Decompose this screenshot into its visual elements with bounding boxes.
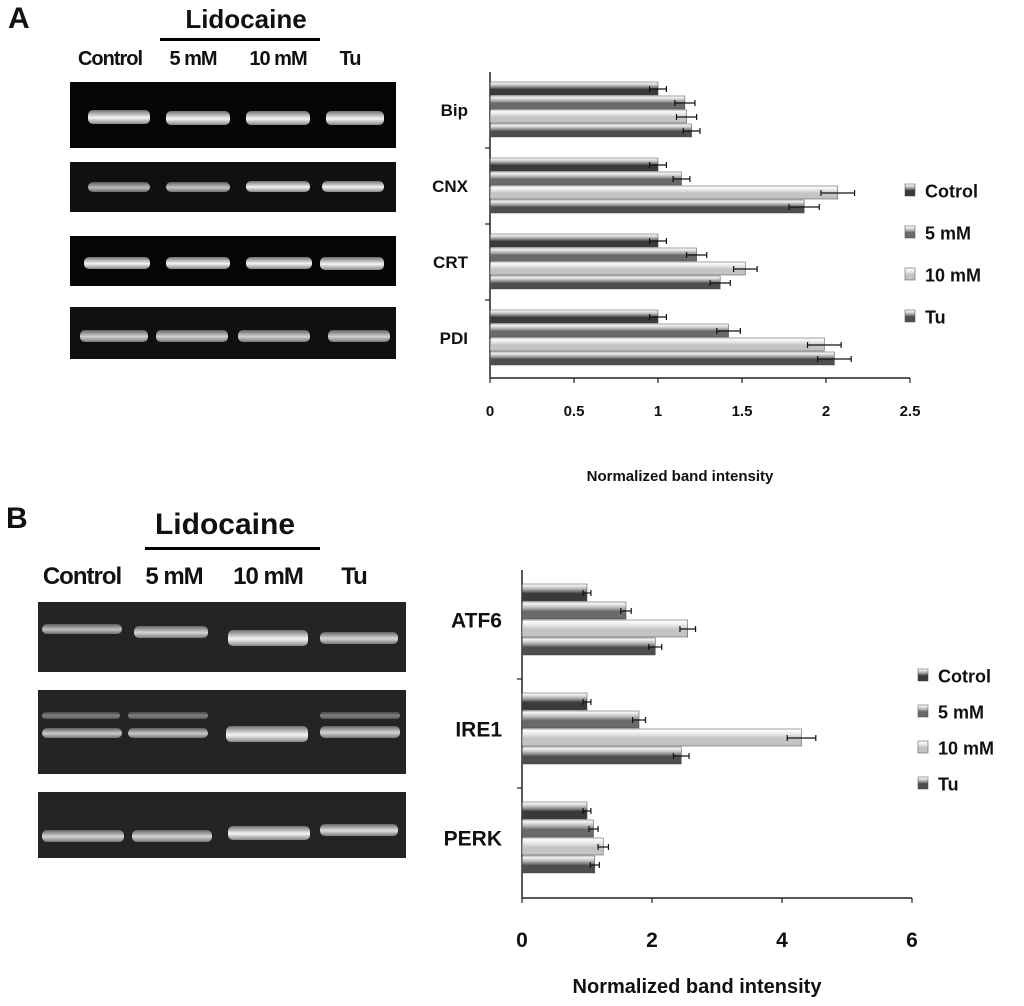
legend-swatch: [917, 704, 929, 718]
category-label: PERK: [444, 827, 502, 850]
x-tick-label: 4: [776, 929, 788, 952]
x-tick-label: 2: [822, 403, 830, 420]
x-axis-label: Normalized band intensity: [587, 468, 774, 485]
x-tick-label: 6: [906, 929, 918, 952]
x-tick-label: 0: [516, 929, 528, 952]
bar: [521, 692, 588, 711]
x-tick-label: 0: [486, 403, 494, 420]
bar: [521, 619, 688, 638]
gel-strip-crt: [70, 236, 396, 286]
legend-swatch: [904, 309, 916, 323]
legend-label: 10 mM: [925, 265, 981, 285]
bar: [521, 728, 802, 747]
category-label: CRT: [433, 253, 469, 272]
bar: [521, 601, 627, 620]
legend-swatch: [917, 668, 929, 682]
panel-b-lane-control: Control: [42, 563, 122, 590]
gel-strip-ire1: [38, 690, 406, 774]
x-tick-label: 1: [654, 403, 662, 420]
panel-b-drug-bracket: [145, 547, 320, 550]
legend-label: Cotrol: [938, 666, 991, 686]
panel-b-lane-tu: Tu: [341, 563, 368, 590]
panel-a-lane-control: Control: [77, 48, 143, 70]
panel-a-letter: A: [8, 2, 30, 35]
legend-swatch: [917, 740, 929, 754]
category-label: CNX: [432, 177, 469, 196]
category-label: Bip: [441, 101, 468, 120]
x-tick-label: 1.5: [732, 403, 753, 420]
bar: [521, 583, 588, 602]
bar: [521, 819, 594, 838]
panel-b-letter: B: [6, 502, 28, 535]
legend-label: Cotrol: [925, 181, 978, 201]
panel-b-lane-5mm: 5 mM: [145, 563, 203, 590]
gel-strip-perk: [38, 792, 406, 858]
panel-a-drug-bracket: [160, 38, 320, 41]
panel-a-lane-5mm: 5 mM: [169, 48, 217, 70]
legend-label: 10 mM: [938, 738, 994, 758]
legend-label: 5 mM: [938, 702, 984, 722]
x-tick-label: 2.5: [900, 403, 921, 420]
bar: [521, 746, 682, 765]
legend-label: Tu: [938, 774, 959, 794]
bar: [521, 710, 640, 729]
legend-swatch: [904, 183, 916, 197]
bar: [521, 855, 596, 874]
gel-strip-atf6: [38, 602, 406, 672]
gel-strip-cnx: [70, 162, 396, 212]
category-label: PDI: [440, 329, 468, 348]
bar: [521, 801, 588, 820]
gel-strip-bip: [70, 82, 396, 148]
legend-label: Tu: [925, 307, 946, 327]
panel-a-lane-10mm: 10 mM: [249, 48, 307, 70]
legend-label: 5 mM: [925, 223, 971, 243]
category-label: IRE1: [455, 718, 502, 741]
x-axis-label: Normalized band intensity: [573, 976, 823, 998]
bar: [521, 837, 604, 856]
legend-swatch: [904, 225, 916, 239]
x-tick-label: 0.5: [564, 403, 585, 420]
category-label: ATF6: [451, 609, 502, 632]
x-tick-label: 2: [646, 929, 658, 952]
panel-a-drug-label: Lidocaine: [185, 4, 307, 34]
legend-swatch: [904, 267, 916, 281]
legend-swatch: [917, 776, 929, 790]
panel-a-lane-tu: Tu: [339, 48, 362, 70]
panel-b-drug-label: Lidocaine: [154, 508, 296, 541]
bar: [521, 637, 656, 656]
panel-b-lane-10mm: 10 mM: [233, 563, 304, 590]
gel-strip-pdi: [70, 307, 396, 359]
